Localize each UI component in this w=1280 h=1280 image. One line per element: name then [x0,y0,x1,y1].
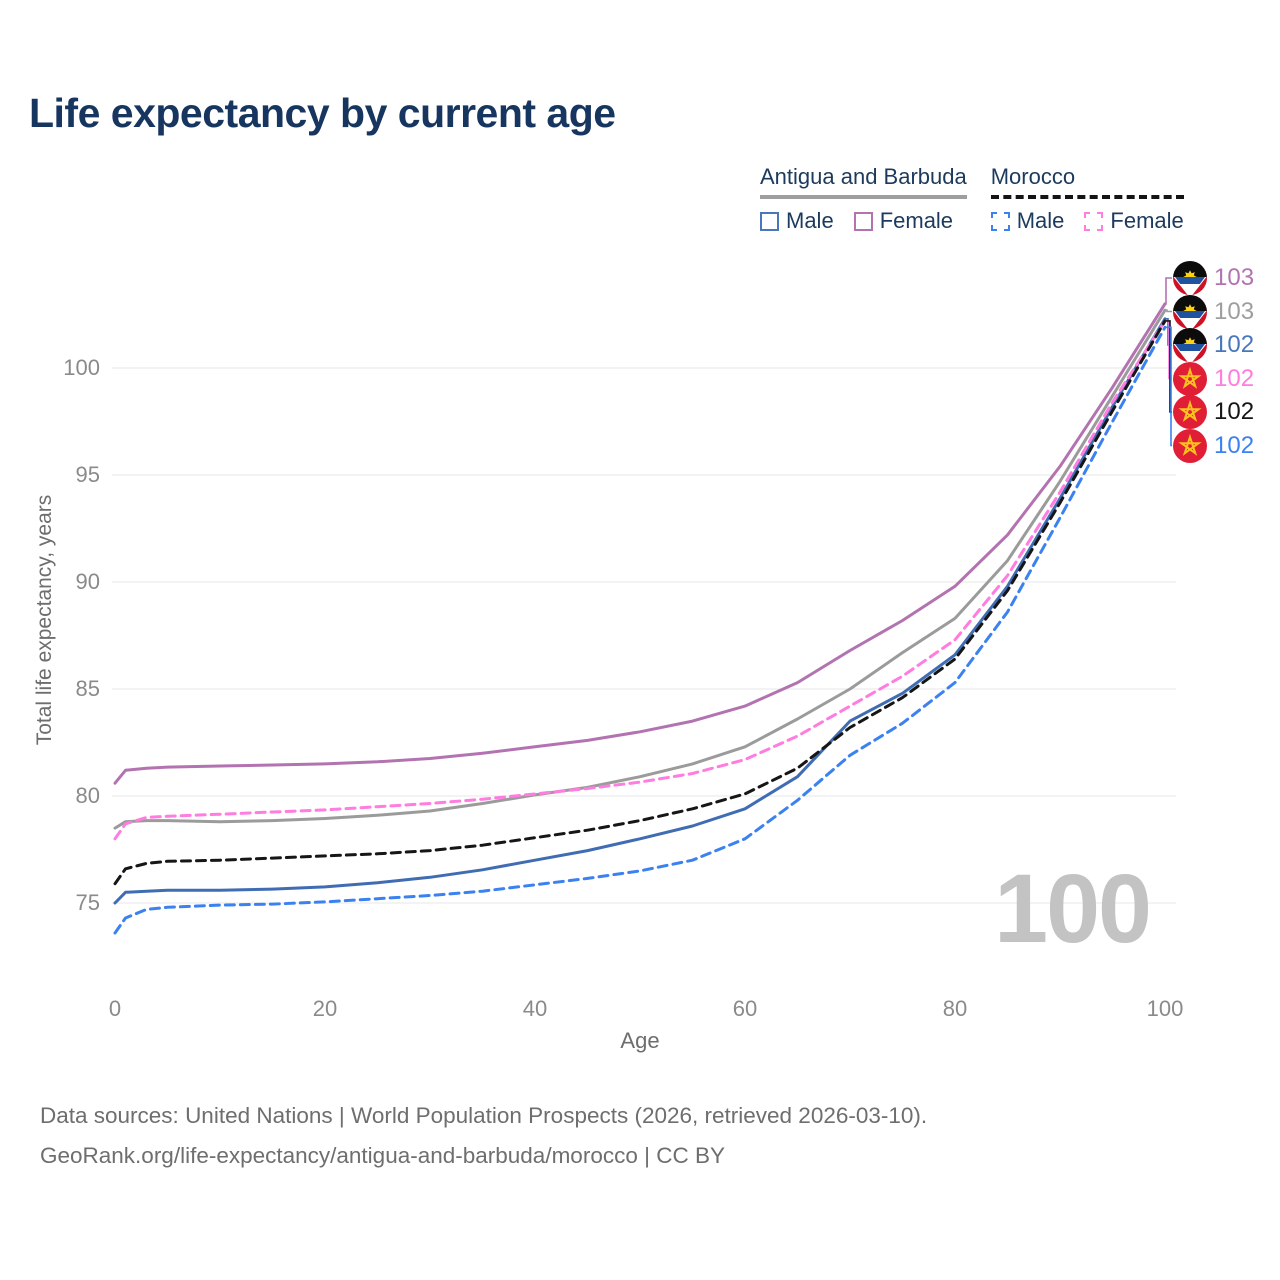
legend-item-label: Male [786,208,834,233]
footer: Data sources: United Nations | World Pop… [40,1096,927,1176]
legend-group-rule [990,195,1184,199]
x-tick-label-0: 0 [108,996,122,1021]
legend-swatch-icon [853,211,873,231]
end-value-label: 102 [1214,331,1255,358]
legend-group-title: Antigua and Barbuda [760,164,967,189]
end-value-label: 102 [1214,398,1255,425]
antigua-and-barbuda-flag-icon [1173,328,1207,362]
legend-swatch-icon [760,211,779,231]
legend-item-antigua-and-barbuda-female[interactable]: Female [853,208,954,234]
y-tick-label-75: 75 [75,890,100,915]
x-axis-title: Age [620,1028,660,1053]
end-value-label: 103 [1214,264,1255,291]
line-antigua-and-barbuda-female[interactable] [113,302,1167,785]
footer-data-sources: Data sources: United Nations | World Pop… [40,1103,928,1128]
line-antigua-and-barbuda-total[interactable] [113,308,1167,830]
end-label-connector [1165,309,1172,313]
legend-item-label: Male [1016,208,1065,233]
end-value-label: 103 [1214,297,1255,325]
end-label-row-antigua-and-barbuda-total: 103 [1173,294,1255,329]
legend-items: Male Female [990,208,1184,234]
morocco-flag-icon [1173,395,1207,429]
legend-item-antigua-and-barbuda-male[interactable]: Male [760,208,834,234]
legend-group-title: Morocco [990,164,1076,189]
x-tick-label-100: 100 [1146,996,1184,1021]
morocco-flag-icon [1173,428,1207,463]
legend-item-morocco-male[interactable]: Male [990,208,1065,234]
morocco-flag-icon [1173,361,1207,396]
end-value-label: 102 [1214,364,1255,392]
legend-swatch-icon [990,211,1010,231]
line-morocco-total[interactable] [113,319,1167,886]
end-value-label: 102 [1214,431,1255,459]
age-watermark: 100 [994,854,1152,963]
footer-attribution: GeoRank.org/life-expectancy/antigua-and-… [40,1143,725,1168]
line-morocco-male[interactable] [113,325,1167,935]
x-tick-label-60: 60 [732,996,758,1021]
x-tick-label-40: 40 [522,996,548,1021]
legend: Antigua and Barbuda Male Female Morocco Male… [760,164,1184,234]
legend-group-antigua-and-barbuda: Antigua and Barbuda Male Female [760,164,967,234]
antigua-and-barbuda-flag-icon [1173,261,1207,295]
legend-group-rule [760,195,967,199]
legend-swatch-icon [1084,211,1104,231]
end-label-connector [1165,277,1172,305]
end-label-row-morocco-male: 102 [1173,428,1255,463]
end-label-connector [1165,326,1172,447]
legend-items: Male Female [760,208,967,234]
legend-item-label: Female [879,208,954,233]
y-tick-label-80: 80 [75,783,100,808]
legend-item-morocco-female[interactable]: Female [1084,208,1184,234]
line-morocco-female[interactable] [113,319,1167,841]
y-tick-label-90: 90 [75,569,100,594]
line-antigua-and-barbuda-male[interactable] [113,317,1167,905]
antigua-and-barbuda-flag-icon [1173,294,1207,329]
x-tick-label-20: 20 [312,996,338,1021]
end-label-row-morocco-female: 102 [1173,361,1255,396]
y-tick-label-95: 95 [75,462,100,487]
x-tick-label-80: 80 [942,996,968,1021]
end-label-row-morocco-total: 102 [1173,395,1254,429]
end-label-row-antigua-and-barbuda-male: 102 [1173,328,1254,362]
y-tick-label-100: 100 [63,355,100,380]
y-tick-label-85: 85 [75,676,100,701]
end-label-row-antigua-and-barbuda-female: 103 [1173,261,1254,295]
chart-title: Life expectancy by current age [29,90,616,136]
legend-item-label: Female [1110,208,1184,233]
legend-group-morocco: Morocco Male Female [990,164,1184,234]
